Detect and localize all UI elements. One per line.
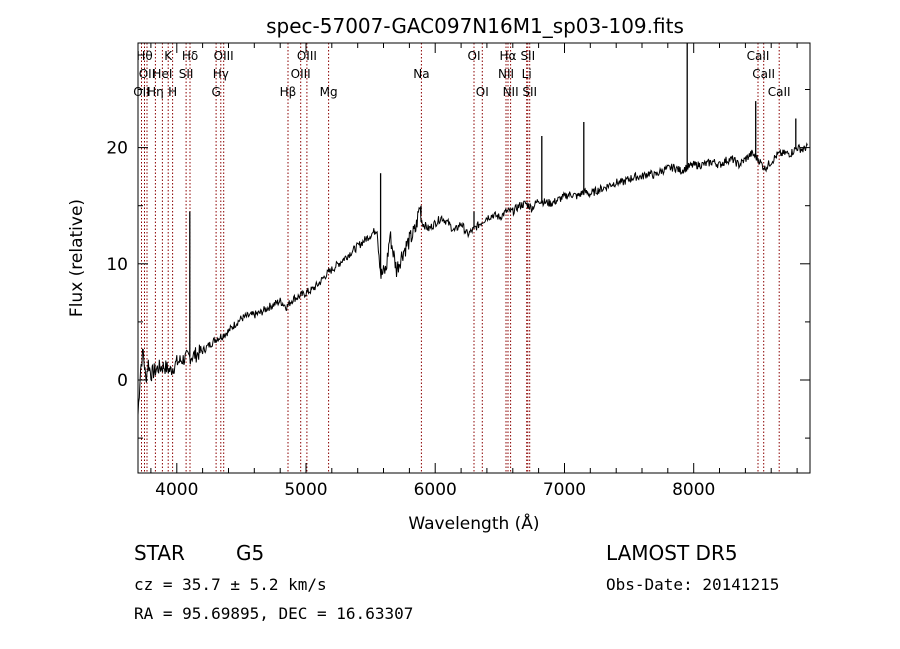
line-label: Hα: [500, 49, 517, 63]
x-axis: 4000 5000 6000 7000 8000: [150, 43, 798, 500]
line-label: Hη: [147, 85, 164, 99]
spectrum-series: [137, 43, 808, 416]
line-label: CaII: [768, 85, 791, 99]
line-label: OIII: [214, 49, 234, 63]
line-label: OI: [476, 85, 489, 99]
x-tick-label: 5000: [284, 480, 327, 500]
line-label: Na: [413, 67, 429, 81]
line-label: CaII: [747, 49, 770, 63]
x-tick-label: 7000: [543, 480, 586, 500]
coordinates-readout: RA = 95.69895, DEC = 16.63307: [134, 604, 413, 623]
spectrum-line: [137, 142, 808, 416]
line-markers: [141, 43, 780, 473]
object-subclass: G5: [236, 541, 264, 565]
observation-date: Obs-Date: 20141215: [606, 575, 779, 594]
y-tick-label: 0: [117, 371, 128, 391]
line-label: Hθ: [136, 49, 152, 63]
x-axis-label: Wavelength (Å): [408, 512, 539, 534]
survey-name: LAMOST DR5: [606, 541, 738, 565]
line-label: NII: [503, 85, 519, 99]
line-label: Hγ: [213, 67, 229, 81]
chart-title: spec-57007-GAC097N16M1_sp03-109.fits: [266, 14, 684, 38]
line-label: Hβ: [280, 85, 297, 99]
x-tick-label: 6000: [414, 480, 457, 500]
line-label: K: [164, 49, 173, 63]
line-label: NII: [498, 67, 514, 81]
line-label: Hδ: [182, 49, 198, 63]
line-label: OIII: [297, 49, 317, 63]
y-axis: 0 10 20: [106, 89, 810, 439]
line-label: SII: [179, 67, 194, 81]
plot-frame: [137, 42, 811, 474]
object-class: STAR: [134, 541, 185, 565]
line-label: Li: [522, 67, 532, 81]
y-tick-label: 10: [106, 255, 128, 275]
y-tick-label: 20: [106, 139, 128, 159]
line-label: CaII: [752, 67, 775, 81]
line-label: SII: [522, 85, 537, 99]
line-label: G: [211, 85, 220, 99]
line-label: H: [168, 85, 177, 99]
y-axis-label: Flux (relative): [67, 199, 87, 317]
line-label: HeI: [152, 67, 172, 81]
line-label: Mg: [320, 85, 338, 99]
line-label: OI: [468, 49, 481, 63]
line-labels: OIIHθOIIHηHeIKHSIIHδGHγOIIIHβOIIIOIIIMgN…: [133, 49, 790, 99]
x-tick-label: 4000: [155, 480, 198, 500]
x-tick-label: 8000: [672, 480, 715, 500]
line-label: OII: [133, 85, 150, 99]
line-label: OII: [139, 67, 156, 81]
line-label: SII: [520, 49, 535, 63]
line-label: OIII: [291, 67, 311, 81]
redshift-readout: cz = 35.7 ± 5.2 km/s: [134, 575, 327, 594]
